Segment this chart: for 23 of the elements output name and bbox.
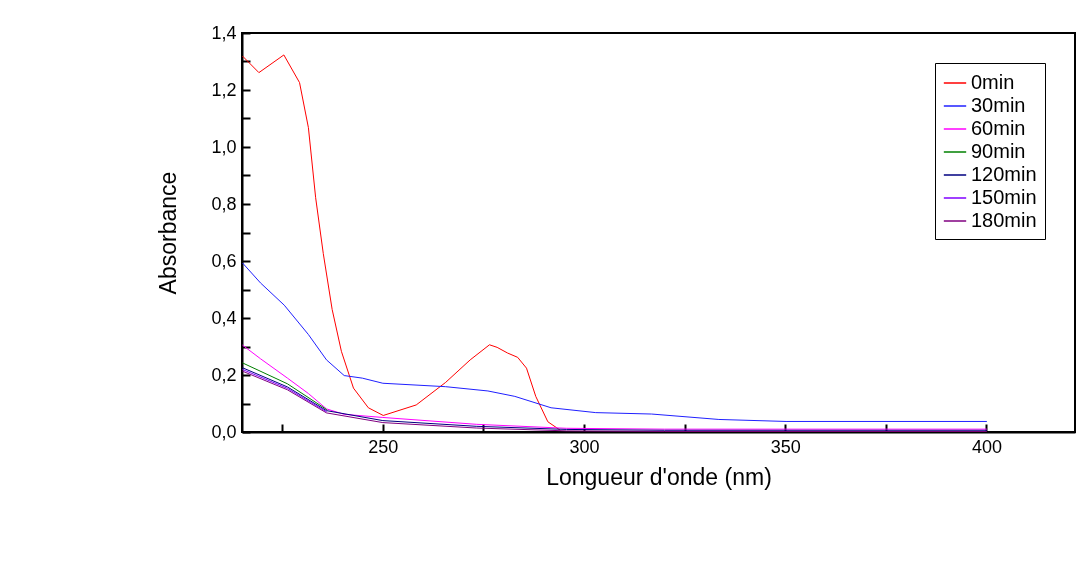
y-tick-label: 0,6 [211, 250, 237, 271]
legend-label: 180min [971, 209, 1037, 231]
line-series [242, 262, 987, 422]
y-tick-label: 0,8 [211, 193, 237, 214]
y-tick-label: 1,4 [211, 22, 237, 43]
y-axis-title: Absorbance [155, 171, 182, 295]
legend-label: 150min [971, 186, 1037, 208]
x-tick-label: 400 [971, 436, 1002, 457]
y-tick-label: 1,2 [211, 79, 237, 100]
legend-label: 0min [971, 71, 1015, 93]
legend-label: 60min [971, 117, 1026, 139]
legend-label: 30min [971, 94, 1026, 116]
x-tick-label: 300 [569, 436, 600, 457]
legend-label: 90min [971, 140, 1026, 162]
y-tick-label: 1,0 [211, 136, 237, 157]
y-tick-label: 0,4 [211, 307, 237, 328]
legend-label: 120min [971, 163, 1037, 185]
line-series [242, 344, 987, 430]
y-tick-label: 0,0 [211, 421, 237, 442]
x-axis-title: Longueur d'onde (nm) [546, 463, 772, 490]
y-tick-label: 0,2 [211, 364, 237, 385]
x-tick-label: 350 [770, 436, 801, 457]
x-tick-label: 250 [368, 436, 399, 457]
